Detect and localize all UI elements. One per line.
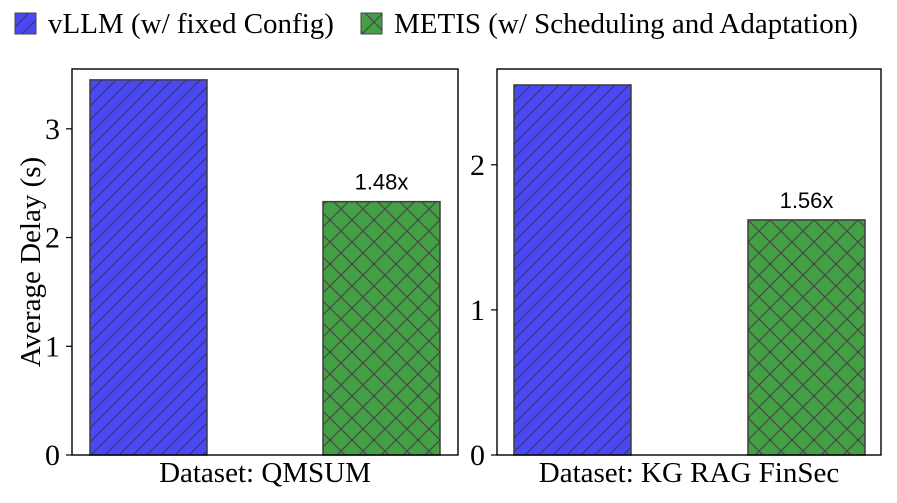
- bar-vllm: [89, 79, 208, 456]
- y-tick-label: 1: [470, 294, 485, 327]
- legend-swatch-2: [360, 12, 383, 35]
- bar-metis: [747, 219, 866, 456]
- legend-label-1: vLLM (w/ fixed Config): [48, 8, 334, 40]
- y-tick-label: 2: [470, 149, 485, 182]
- axes-frame: [71, 68, 459, 456]
- chart-panels: 1.48x 0 1 2 3 Dataset: QMSUM Average Delay (s)…: [15, 68, 882, 489]
- y-tick-label: 1: [45, 330, 60, 363]
- y-tick-label: 0: [470, 439, 485, 472]
- legend-swatch-1: [14, 12, 37, 35]
- y-tick-label: 2: [45, 222, 60, 255]
- y-tick-label: 3: [45, 113, 60, 146]
- speedup-label: 1.56x: [780, 188, 834, 213]
- x-axis-label: Dataset: KG RAG FinSec: [539, 457, 839, 489]
- y-tick-label: 0: [45, 439, 60, 472]
- speedup-label: 1.48x: [355, 170, 409, 195]
- bar-vllm: [513, 84, 632, 456]
- legend: vLLM (w/ fixed Config) METIS (w/ Scheduli…: [14, 8, 858, 40]
- axes-frame: [496, 68, 882, 456]
- panel-1: 1.48x 0 1 2 3 Dataset: QMSUM Average Delay (s): [15, 68, 459, 489]
- x-axis-label: Dataset: QMSUM: [159, 457, 371, 489]
- bar-metis: [322, 200, 441, 456]
- panel-2: 1.56x 0 1 2 Dataset: KG RAG FinSec: [470, 68, 882, 489]
- y-axis-label: Average Delay (s): [15, 157, 47, 367]
- legend-label-2: METIS (w/ Scheduling and Adaptation): [394, 8, 858, 40]
